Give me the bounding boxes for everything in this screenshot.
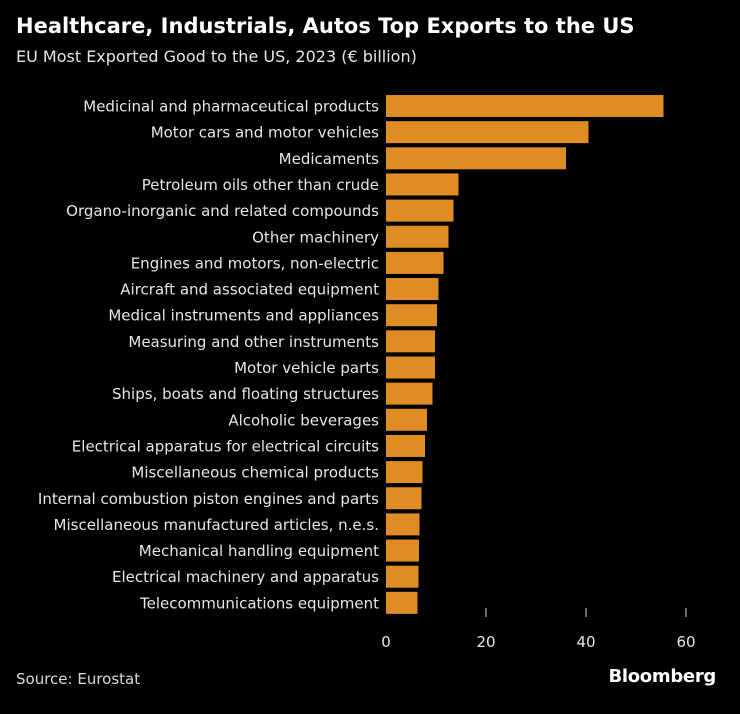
x-tick-label-1: 20 — [476, 633, 495, 651]
category-label-15: Internal combustion piston engines and p… — [38, 490, 379, 508]
category-label-19: Telecommunications equipment — [139, 594, 379, 612]
category-label-18: Electrical machinery and apparatus — [112, 568, 379, 586]
bar-18 — [386, 565, 419, 588]
source-note: Source: Eurostat — [16, 670, 141, 688]
bar-12 — [386, 408, 427, 431]
category-label-9: Measuring and other instruments — [128, 333, 379, 351]
category-label-10: Motor vehicle parts — [234, 359, 379, 377]
bar-10 — [386, 356, 435, 379]
chart-title: Healthcare, Industrials, Autos Top Expor… — [16, 14, 635, 38]
category-label-4: Organo-inorganic and related compounds — [66, 202, 379, 220]
bar-15 — [386, 487, 422, 510]
bar-11 — [386, 382, 433, 405]
category-label-2: Medicaments — [279, 150, 380, 168]
category-label-1: Motor cars and motor vehicles — [151, 124, 379, 142]
bar-3 — [386, 173, 459, 196]
category-label-17: Mechanical handling equipment — [139, 542, 379, 560]
bar-13 — [386, 434, 425, 457]
chart-subtitle: EU Most Exported Good to the US, 2023 (€… — [16, 47, 417, 66]
category-label-5: Other machinery — [252, 228, 379, 246]
x-tick-label-3: 60 — [676, 633, 695, 651]
category-label-0: Medicinal and pharmaceutical products — [83, 98, 379, 116]
category-label-12: Alcoholic beverages — [228, 411, 379, 429]
category-label-7: Aircraft and associated equipment — [120, 281, 379, 299]
x-tick-label-0: 0 — [381, 633, 391, 651]
bar-4 — [386, 199, 454, 222]
category-label-13: Electrical apparatus for electrical circ… — [72, 437, 379, 455]
x-tick-label-2: 40 — [576, 633, 595, 651]
category-label-8: Medical instruments and appliances — [108, 307, 379, 325]
bar-5 — [386, 225, 449, 248]
bar-14 — [386, 461, 423, 484]
category-label-3: Petroleum oils other than crude — [142, 176, 379, 194]
bar-2 — [386, 147, 566, 170]
category-label-11: Ships, boats and floating structures — [112, 385, 379, 403]
bar-9 — [386, 330, 435, 353]
bar-1 — [386, 121, 589, 144]
category-label-14: Miscellaneous chemical products — [131, 464, 379, 482]
bar-16 — [386, 513, 420, 536]
bar-19 — [386, 591, 418, 614]
bar-7 — [386, 278, 439, 301]
bar-17 — [386, 539, 419, 562]
bar-8 — [386, 304, 437, 327]
bar-6 — [386, 251, 444, 274]
bloomberg-logo: Bloomberg — [608, 666, 716, 687]
category-label-6: Engines and motors, non-electric — [131, 254, 379, 272]
bar-0 — [386, 95, 664, 117]
category-label-16: Miscellaneous manufactured articles, n.e… — [54, 516, 379, 534]
